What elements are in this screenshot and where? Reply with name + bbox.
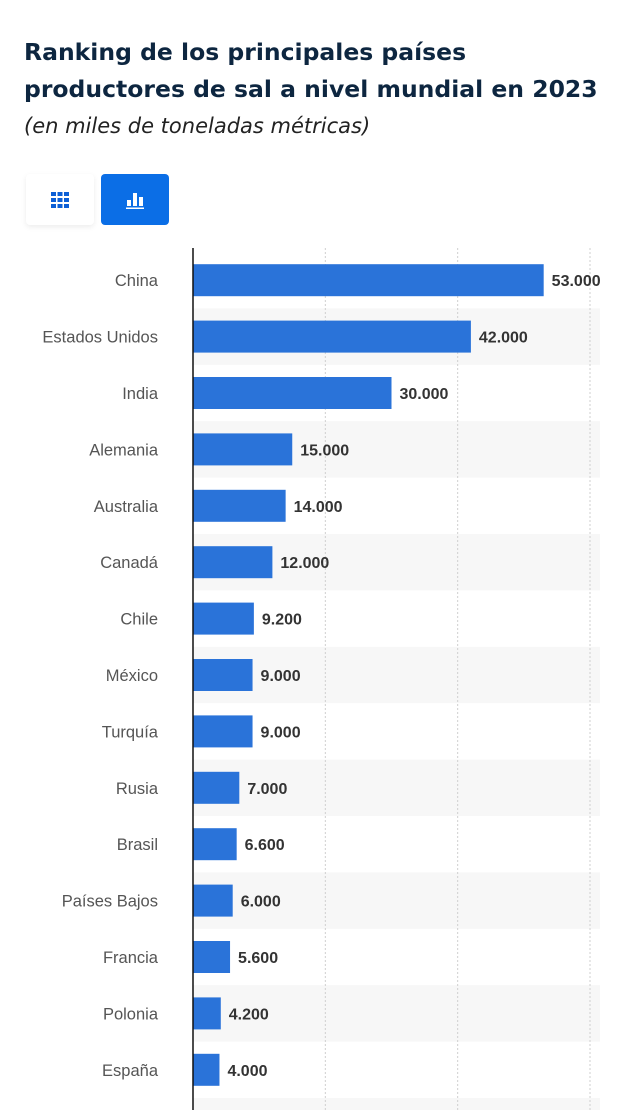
category-label: Países Bajos (62, 893, 158, 911)
bar (193, 941, 231, 973)
bar (193, 771, 240, 804)
bar (193, 489, 286, 522)
data-label: 6.600 (245, 837, 285, 854)
bar (193, 320, 471, 353)
bar (193, 602, 254, 635)
row-stripe (193, 872, 600, 929)
chart-view-button[interactable] (101, 174, 169, 225)
bar (193, 377, 392, 409)
category-label: México (106, 667, 158, 685)
data-label: 12.000 (280, 555, 329, 572)
data-label: 9.000 (261, 668, 301, 685)
row-stripe (193, 1098, 600, 1110)
category-label: India (122, 385, 159, 403)
data-label: 42.000 (479, 330, 528, 347)
data-label: 7.000 (247, 781, 287, 798)
bar (193, 884, 233, 917)
data-label: 30.000 (400, 386, 449, 403)
table-view-button[interactable] (26, 174, 94, 225)
row-stripe (193, 759, 600, 816)
bar (193, 715, 253, 748)
bar (193, 264, 544, 297)
category-label: Australia (94, 498, 159, 516)
category-label: Canadá (100, 554, 159, 572)
page-subtitle: (en miles de toneladas métricas) (24, 114, 371, 138)
category-label: Turquía (102, 723, 159, 741)
data-label: 14.000 (294, 499, 343, 516)
category-label: Brasil (117, 836, 158, 854)
category-label: Rusia (116, 780, 159, 798)
category-label: China (115, 272, 159, 290)
bar (193, 828, 237, 861)
category-label: Polonia (103, 1005, 159, 1023)
data-label: 4.200 (229, 1006, 269, 1023)
category-label: España (102, 1062, 159, 1080)
data-label: 9.200 (262, 612, 302, 629)
category-label: Estados Unidos (42, 329, 158, 347)
page-title: Ranking de los principales países produc… (24, 38, 598, 103)
category-label: Alemania (89, 441, 159, 459)
data-label: 5.600 (238, 950, 278, 967)
bar (193, 546, 273, 579)
bar (193, 433, 293, 466)
bar (193, 659, 253, 691)
row-stripe (193, 646, 600, 704)
category-label: Chile (120, 611, 158, 629)
data-label: 9.000 (261, 724, 301, 741)
data-label: 15.000 (300, 442, 349, 459)
bar (193, 997, 221, 1030)
bar-chart: China 53.000 Estados Unidos 42.000 India 30.0… (42, 248, 601, 1110)
grid-icon (51, 191, 69, 208)
data-label: 4.000 (227, 1063, 267, 1080)
category-label: Francia (103, 949, 159, 967)
bar (193, 1053, 220, 1086)
data-label: 6.000 (241, 894, 281, 911)
data-label: 53.000 (552, 273, 601, 290)
bar-chart-icon (126, 192, 144, 209)
row-stripe (193, 985, 600, 1042)
